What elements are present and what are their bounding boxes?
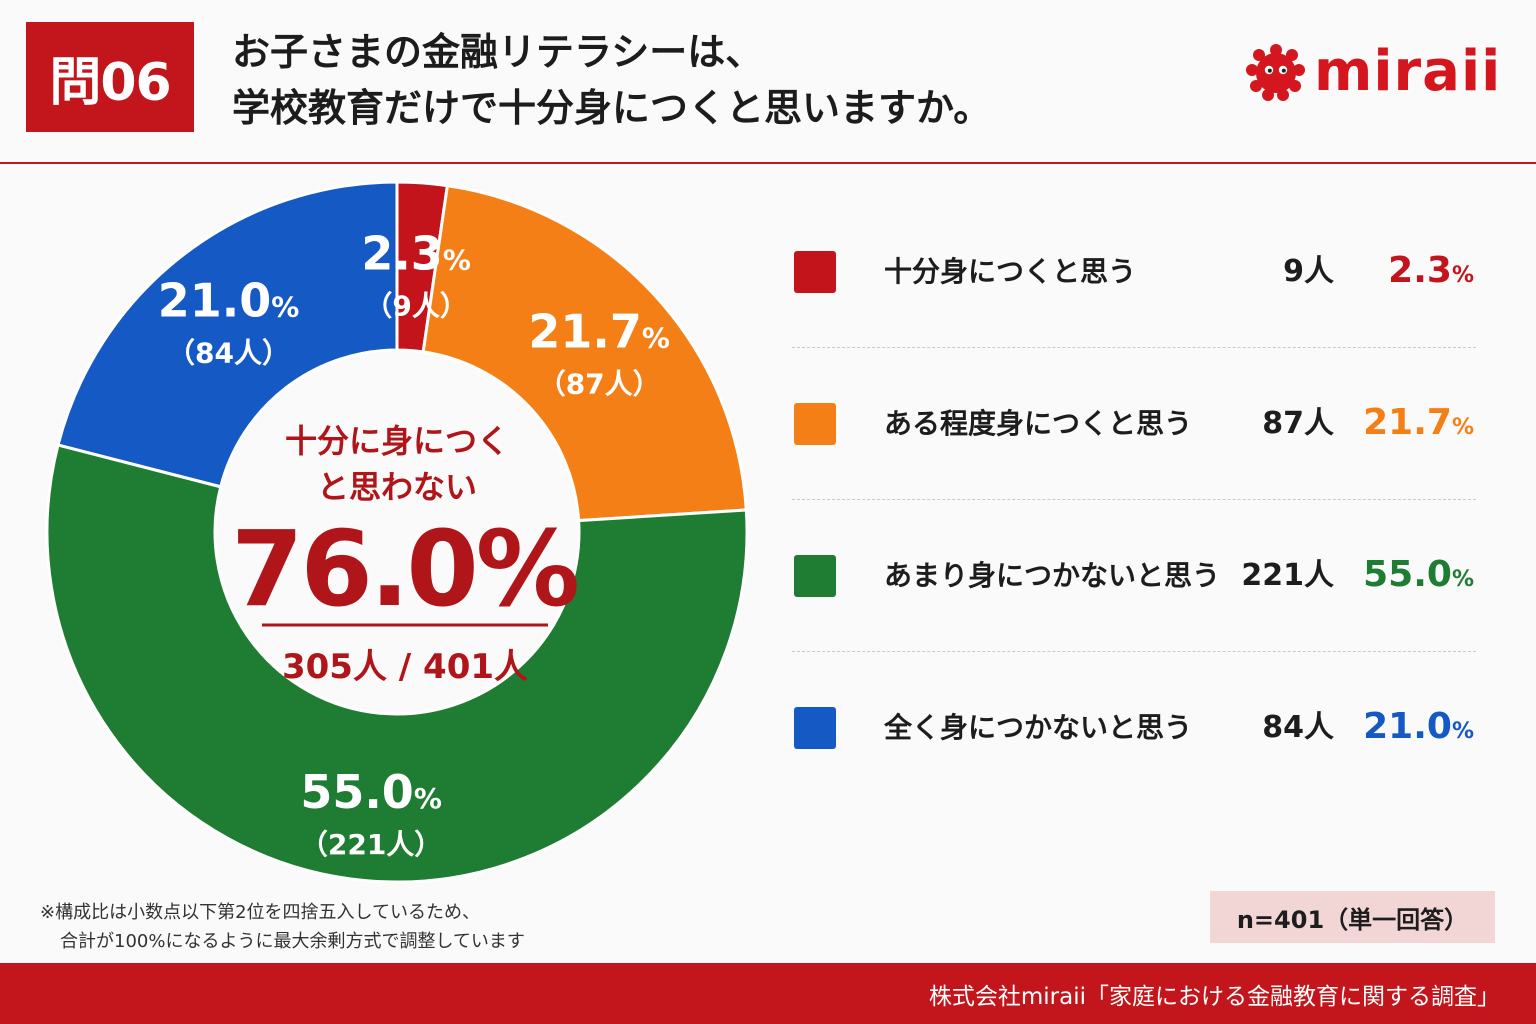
question-title-line2: 学校教育だけで十分身につくと思いますか。 <box>232 86 992 130</box>
legend-row: あまり身につかないと思う 221人 55.0% <box>792 500 1476 652</box>
slice-percent-label: 21.7% <box>528 305 670 359</box>
slice-percent-value: 2.3 <box>361 227 443 281</box>
legend-count: 221人 <box>1241 558 1334 593</box>
center-total-percent: 76.0% <box>231 508 577 630</box>
legend-swatch <box>794 403 836 445</box>
donut-slice <box>56 180 399 489</box>
slice-percent-unit: % <box>414 782 442 815</box>
legend-swatch <box>794 707 836 749</box>
miraii-logo: miraii <box>1244 34 1506 110</box>
slice-count-label: （221人） <box>300 828 442 861</box>
rounding-note: ※構成比は小数点以下第2位を四捨五入しているため、 合計が100%になるように最… <box>40 898 525 956</box>
legend-label: あまり身につかないと思う <box>884 559 1221 592</box>
legend-swatch <box>794 555 836 597</box>
legend-percent: 55.0% <box>1363 550 1474 605</box>
slice-count-label: （84人） <box>167 337 290 370</box>
slice-count-label: （87人） <box>538 368 661 401</box>
rounding-note-line1: ※構成比は小数点以下第2位を四捨五入しているため、 <box>40 902 480 923</box>
mascot-logo-icon <box>1246 44 1305 101</box>
legend-row: ある程度身につくと思う 87人 21.7% <box>792 348 1476 500</box>
header-divider <box>0 162 1536 164</box>
donut-slice <box>421 183 748 523</box>
legend-count: 9人 <box>1283 254 1334 289</box>
legend-percent: 21.7% <box>1363 398 1474 453</box>
slice-percent-label: 21.0% <box>158 274 300 328</box>
question-title: お子さまの金融リテラシーは、 学校教育だけで十分身につくと思いますか。 <box>232 24 991 136</box>
legend-percent-unit: % <box>1451 263 1474 288</box>
donut-chart: 2.3%（9人） 21.7%（87人）55.0%（221人）21.0%（84人） … <box>45 180 749 884</box>
rounding-note-line2: 合計が100%になるように最大余剰方式で調整しています <box>60 931 525 952</box>
legend-percent-value: 21.7 <box>1363 402 1452 443</box>
question-number-badge: 問06 <box>26 22 194 132</box>
donut-center: 十分に身につく と思わない 76.0% 305人 / 401人 <box>231 422 580 687</box>
donut-slice <box>45 443 749 884</box>
legend-row: 十分身につくと思う 9人 2.3% <box>792 196 1476 348</box>
slice-percent-value: 21.7 <box>528 305 642 359</box>
footer-source-text: 株式会社miraii「家庭における金融教育に関する調査」 <box>928 983 1500 1010</box>
donut-slice-labels: 2.3% （9人） 21.7% （87人） 55.0% （221人） 21.0% （84人） <box>158 227 670 861</box>
center-count: 305人 / 401人 <box>282 647 528 687</box>
legend-label: 全く身につかないと思う <box>884 711 1193 744</box>
legend-percent-unit: % <box>1451 567 1474 592</box>
legend-percent: 21.0% <box>1363 702 1474 757</box>
legend-percent-value: 2.3 <box>1388 250 1452 291</box>
slice-percent-label: 2.3% <box>361 227 471 281</box>
question-title-line1: お子さまの金融リテラシーは、 <box>232 30 764 74</box>
legend-percent-value: 55.0 <box>1363 554 1452 595</box>
slice-percent-unit: % <box>443 244 471 277</box>
legend-count: 84人 <box>1262 710 1334 745</box>
legend-label: ある程度身につくと思う <box>884 407 1193 440</box>
legend-percent-unit: % <box>1451 719 1474 744</box>
slice-count-label: （9人） <box>364 290 467 323</box>
logo-wordmark: miraii <box>1314 39 1502 104</box>
legend-row: 全く身につかないと思う 84人 21.0% <box>792 652 1476 804</box>
legend-percent: 2.3% <box>1388 246 1474 301</box>
center-caption-line2: と思わない <box>317 468 477 506</box>
donut-slices <box>45 180 749 884</box>
legend-percent-unit: % <box>1451 415 1474 440</box>
footer-credit: 株式会社miraii「家庭における金融教育に関する調査」 <box>0 963 1536 1024</box>
legend-count: 87人 <box>1262 406 1334 441</box>
slice-percent-unit: % <box>271 291 299 324</box>
sample-size-badge: n=401（単一回答） <box>1210 891 1495 943</box>
slice-percent-value: 21.0 <box>158 274 272 328</box>
legend-swatch <box>794 251 836 293</box>
center-caption-line1: 十分に身につく <box>285 422 509 460</box>
legend-percent-value: 21.0 <box>1363 706 1452 747</box>
legend-label: 十分身につくと思う <box>884 255 1137 288</box>
legend: 十分身につくと思う 9人 2.3% ある程度身につくと思う 87人 21.7% … <box>792 196 1476 804</box>
slice-percent-unit: % <box>642 322 670 355</box>
slice-percent-label: 55.0% <box>300 765 442 819</box>
slice-percent-value: 55.0 <box>300 765 414 819</box>
